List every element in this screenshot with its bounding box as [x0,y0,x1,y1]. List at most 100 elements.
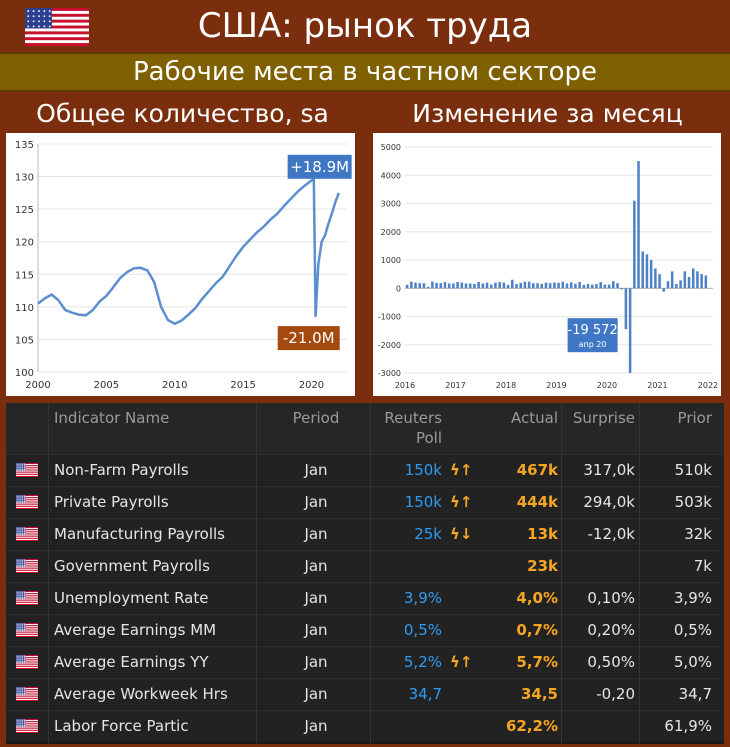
us-flag-icon [16,623,38,637]
bar [641,251,644,289]
actual-cell: 13k [527,525,558,543]
indicator-name: Average Earnings MM [54,621,217,639]
bar [544,282,548,289]
surprise-direction-icon [450,679,476,710]
x-tick-label: 2021 [647,381,667,390]
bar [481,283,485,289]
poll-cell: 150k [404,461,442,479]
y-tick-label: 4000 [381,171,401,180]
table-row[interactable]: Non-Farm Payrolls Jan 150k ϟ↑ 467k 317,0k 510k [6,454,724,485]
col-header-name[interactable]: Indicator Name [54,409,170,427]
bar [704,275,708,289]
bar [494,282,497,289]
x-tick-label: 2022 [698,381,718,390]
x-tick-label: 2016 [395,381,415,390]
y-tick-label: 120 [15,238,34,249]
poll-cell: 34,7 [408,685,442,703]
surprise-cell [561,711,635,742]
surprise-cell: 0,10% [587,589,635,607]
col-header-prior[interactable]: Prior [677,409,712,427]
y-tick-label: 5000 [381,143,401,152]
surprise-direction-icon: ϟ↓ [450,525,473,543]
surprise-cell: 0,20% [587,621,635,639]
right-panel-title: Изменение за месяц [412,99,683,128]
col-header-poll[interactable]: Reuters Poll [372,403,442,454]
bar [506,284,510,289]
x-tick-label: 2018 [496,381,516,390]
bar [624,288,628,330]
poll-cell: 150k [404,493,442,511]
period-cell: Jan [304,653,328,671]
bar [443,282,447,289]
surprise-cell: -0,20 [596,685,635,703]
bar [633,200,636,289]
poll-cell [372,711,442,742]
column-divider [561,403,562,744]
y-tick-label: -3000 [378,369,401,378]
bar [586,284,590,289]
bar [599,282,602,289]
column-divider [48,403,49,744]
indicator-name: Average Earnings YY [54,653,209,671]
us-flag-icon [16,559,38,573]
bar [536,283,539,289]
annotation-callout: -19 572 апр 20 [568,318,618,353]
table-row[interactable]: Average Earnings YY Jan 5,2% ϟ↑ 5,7% 0,50% 5,0… [6,646,724,677]
y-tick-label: 110 [15,303,34,314]
indicator-name: Government Payrolls [54,557,210,575]
total-employment-chart: 100 105 110 115 120 125 130 135 2000 2005 2010 2015… [6,133,355,396]
table-row[interactable]: Average Workweek Hrs Jan 34,7 34,5 -0,20 34,7 [6,678,724,709]
surprise-direction-icon [450,583,476,614]
bar [662,288,666,292]
bar-chart-svg: -3000 -2000 -1000 0 1000 2000 3000 4000 5000 2016… [378,143,718,390]
bar [519,282,522,289]
table-row[interactable]: Private Payrolls Jan 150k ϟ↑ 444k 294,0k 503k [6,486,724,517]
annotation-sublabel: апр 20 [579,340,607,349]
bar [515,284,518,289]
period-cell: Jan [304,685,328,703]
bar [679,280,682,289]
us-flag-icon [16,655,38,669]
bar [426,286,430,289]
us-flag-icon [16,687,38,701]
x-tick-label: 2015 [230,380,255,391]
poll-cell: 3,9% [403,589,442,607]
bar [654,268,657,289]
bar [468,283,472,289]
annotation-callout: +18.9M [287,154,352,179]
y-tick-label: 115 [15,270,34,281]
table-row[interactable]: Labor Force Partic Jan 62,2% 61,9% [6,710,724,741]
table-row[interactable]: Unemployment Rate Jan 3,9% 4,0% 0,10% 3,9% [6,582,724,613]
page-title: США: рынок труда [197,6,533,46]
table-header: Indicator Name Period Reuters Poll Actua… [6,403,724,454]
bar [557,282,560,289]
bar [527,281,531,289]
actual-cell: 444k [516,493,558,511]
bar [565,283,569,289]
y-tick-label: 135 [15,140,34,151]
indicator-name: Average Workweek Hrs [54,685,228,703]
bar [620,288,623,290]
prior-cell: 7k [693,557,712,575]
actual-cell: 62,2% [505,717,558,735]
surprise-direction-icon [450,711,476,742]
bar [658,274,661,289]
prior-cell: 503k [674,493,712,511]
col-header-period[interactable]: Period [292,409,340,427]
col-header-poll-line2: Poll [415,429,442,447]
y-tick-label: 100 [15,368,34,379]
bar [700,274,703,289]
col-header-surprise[interactable]: Surprise [572,409,635,427]
period-cell: Jan [304,717,328,735]
bar [489,284,493,289]
bar [670,271,674,289]
bar [637,161,640,289]
col-header-actual[interactable]: Actual [511,409,558,427]
poll-cell: 25k [414,525,442,543]
table-row[interactable]: Average Earnings MM Jan 0,5% 0,7% 0,20% 0,5% [6,614,724,645]
column-divider [639,403,640,744]
table-row[interactable]: Manufacturing Payrolls Jan 25k ϟ↓ 13k -12,0k 3… [6,518,724,549]
indicator-name: Unemployment Rate [54,589,209,607]
bar [540,284,544,289]
table-row[interactable]: Government Payrolls Jan 23k 7k [6,550,724,581]
